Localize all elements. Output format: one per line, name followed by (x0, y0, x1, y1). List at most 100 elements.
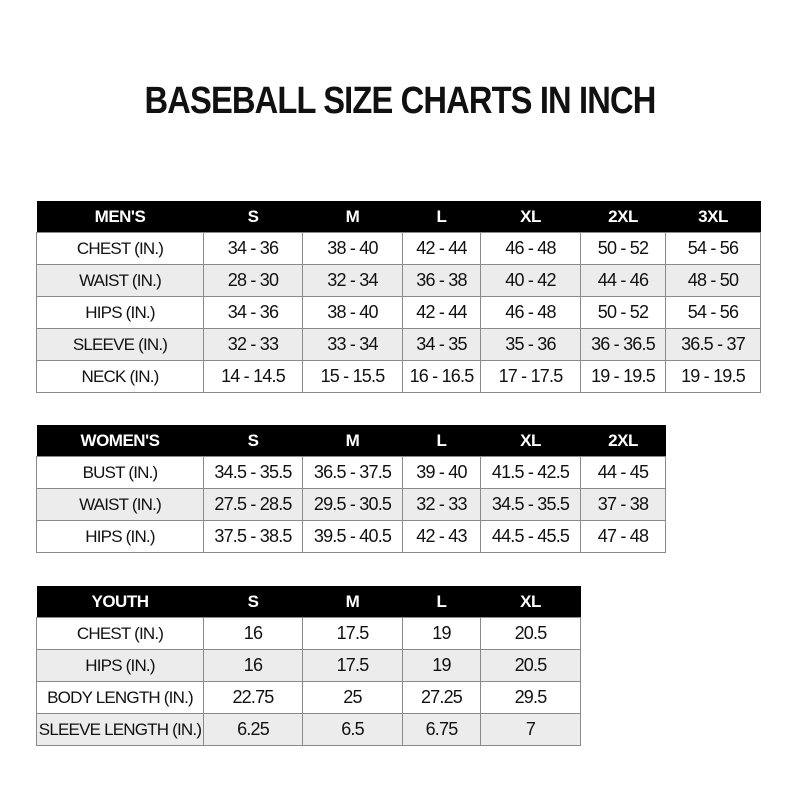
measurement-cell: 36 - 36.5 (580, 328, 666, 361)
measurement-cell: 25 (302, 681, 403, 714)
size-header: 3XL (665, 201, 761, 233)
measurement-cell: 34 - 36 (203, 232, 303, 265)
measurement-label: CHEST (IN.) (36, 232, 204, 265)
measurement-cell: 34 - 35 (402, 328, 481, 361)
measurement-cell: 37 - 38 (580, 488, 666, 521)
table-row: CHEST (IN.) 16 17.5 19 20.5 (36, 617, 581, 650)
measurement-label: BUST (IN.) (36, 456, 204, 489)
size-header: M (302, 586, 403, 618)
measurement-cell: 48 - 50 (665, 264, 761, 297)
size-header: XL (480, 586, 581, 618)
measurement-cell: 46 - 48 (480, 232, 581, 265)
measurement-cell: 44 - 45 (580, 456, 666, 489)
measurement-cell: 41.5 - 42.5 (480, 456, 581, 489)
measurement-cell: 22.75 (203, 681, 303, 714)
measurement-cell: 34 - 36 (203, 296, 303, 329)
measurement-label: SLEEVE (IN.) (36, 328, 204, 361)
measurement-cell: 6.5 (302, 713, 403, 746)
measurement-cell: 54 - 56 (665, 296, 761, 329)
size-header: M (302, 201, 403, 233)
table-row: HIPS (IN.) 37.5 - 38.5 39.5 - 40.5 42 - 43 4… (36, 520, 666, 553)
measurement-label: HIPS (IN.) (36, 520, 204, 553)
measurement-cell: 28 - 30 (203, 264, 303, 297)
size-header: XL (480, 425, 581, 457)
measurement-cell: 44.5 - 45.5 (480, 520, 581, 553)
size-header: L (402, 586, 481, 618)
measurement-cell: 20.5 (480, 617, 581, 650)
table-row: WAIST (IN.) 28 - 30 32 - 34 36 - 38 40 - 42 4… (36, 264, 761, 297)
table-row: SLEEVE (IN.) 32 - 33 33 - 34 34 - 35 35 - 36… (36, 328, 761, 361)
measurement-cell: 34.5 - 35.5 (480, 488, 581, 521)
measurement-label: WAIST (IN.) (36, 488, 204, 521)
table-row: BUST (IN.) 34.5 - 35.5 36.5 - 37.5 39 - 40 4… (36, 456, 666, 489)
measurement-cell: 16 (203, 649, 303, 682)
measurement-cell: 16 (203, 617, 303, 650)
table-row: CHEST (IN.) 34 - 36 38 - 40 42 - 44 46 - 48 5… (36, 232, 761, 265)
category-header: YOUTH (36, 586, 204, 618)
measurement-cell: 54 - 56 (665, 232, 761, 265)
measurement-cell: 40 - 42 (480, 264, 581, 297)
measurement-label: NECK (IN.) (36, 360, 204, 393)
table-row: NECK (IN.) 14 - 14.5 15 - 15.5 16 - 16.5 17 … (36, 360, 761, 393)
measurement-cell: 7 (480, 713, 581, 746)
measurement-cell: 19 - 19.5 (580, 360, 666, 393)
measurement-cell: 29.5 - 30.5 (302, 488, 403, 521)
table-row: BODY LENGTH (IN.) 22.75 25 27.25 29.5 (36, 681, 581, 714)
measurement-cell: 16 - 16.5 (402, 360, 481, 393)
header-row: MEN'S S M L XL 2XL 3XL (36, 201, 761, 233)
measurement-cell: 44 - 46 (580, 264, 666, 297)
table-row: WAIST (IN.) 27.5 - 28.5 29.5 - 30.5 32 - 33… (36, 488, 666, 521)
measurement-cell: 38 - 40 (302, 232, 403, 265)
table-row: HIPS (IN.) 34 - 36 38 - 40 42 - 44 46 - 48 50… (36, 296, 761, 329)
size-header: S (203, 201, 303, 233)
size-header: L (402, 201, 481, 233)
measurement-cell: 17 - 17.5 (480, 360, 581, 393)
measurement-cell: 14 - 14.5 (203, 360, 303, 393)
womens-size-table: WOMEN'S S M L XL 2XL BUST (IN.) 34.5 - 35.5 36.5… (36, 425, 666, 553)
measurement-cell: 6.25 (203, 713, 303, 746)
measurement-label: HIPS (IN.) (36, 649, 204, 682)
measurement-cell: 38 - 40 (302, 296, 403, 329)
size-header: XL (480, 201, 581, 233)
page-title: BASEBALL SIZE CHARTS IN INCH (144, 80, 657, 122)
measurement-cell: 50 - 52 (580, 232, 666, 265)
measurement-cell: 36.5 - 37 (665, 328, 761, 361)
measurement-cell: 37.5 - 38.5 (203, 520, 303, 553)
measurement-cell: 35 - 36 (480, 328, 581, 361)
measurement-cell: 17.5 (302, 617, 403, 650)
measurement-cell: 32 - 34 (302, 264, 403, 297)
measurement-label: CHEST (IN.) (36, 617, 204, 650)
size-header: S (203, 586, 303, 618)
measurement-cell: 15 - 15.5 (302, 360, 403, 393)
category-header: WOMEN'S (36, 425, 204, 457)
measurement-cell: 17.5 (302, 649, 403, 682)
size-header: 2XL (580, 425, 666, 457)
measurement-cell: 19 (402, 649, 481, 682)
measurement-cell: 19 - 19.5 (665, 360, 761, 393)
youth-size-table: YOUTH S M L XL CHEST (IN.) 16 17.5 19 20.5 HIPS (I… (36, 586, 581, 746)
table-row: SLEEVE LENGTH (IN.) 6.25 6.5 6.75 7 (36, 713, 581, 746)
measurement-label: WAIST (IN.) (36, 264, 204, 297)
measurement-cell: 27.5 - 28.5 (203, 488, 303, 521)
measurement-cell: 46 - 48 (480, 296, 581, 329)
measurement-cell: 42 - 43 (402, 520, 481, 553)
size-header: L (402, 425, 481, 457)
measurement-cell: 42 - 44 (402, 232, 481, 265)
measurement-cell: 39 - 40 (402, 456, 481, 489)
size-header: M (302, 425, 403, 457)
size-header: 2XL (580, 201, 666, 233)
measurement-cell: 36.5 - 37.5 (302, 456, 403, 489)
table-row: HIPS (IN.) 16 17.5 19 20.5 (36, 649, 581, 682)
measurement-cell: 19 (402, 617, 481, 650)
measurement-cell: 33 - 34 (302, 328, 403, 361)
measurement-label: BODY LENGTH (IN.) (36, 681, 204, 714)
category-header: MEN'S (36, 201, 204, 233)
measurement-label: HIPS (IN.) (36, 296, 204, 329)
measurement-cell: 50 - 52 (580, 296, 666, 329)
mens-size-table: MEN'S S M L XL 2XL 3XL CHEST (IN.) 34 - 36 38 - 4… (36, 201, 761, 393)
measurement-cell: 32 - 33 (203, 328, 303, 361)
measurement-cell: 6.75 (402, 713, 481, 746)
measurement-cell: 39.5 - 40.5 (302, 520, 403, 553)
measurement-cell: 42 - 44 (402, 296, 481, 329)
size-header: S (203, 425, 303, 457)
